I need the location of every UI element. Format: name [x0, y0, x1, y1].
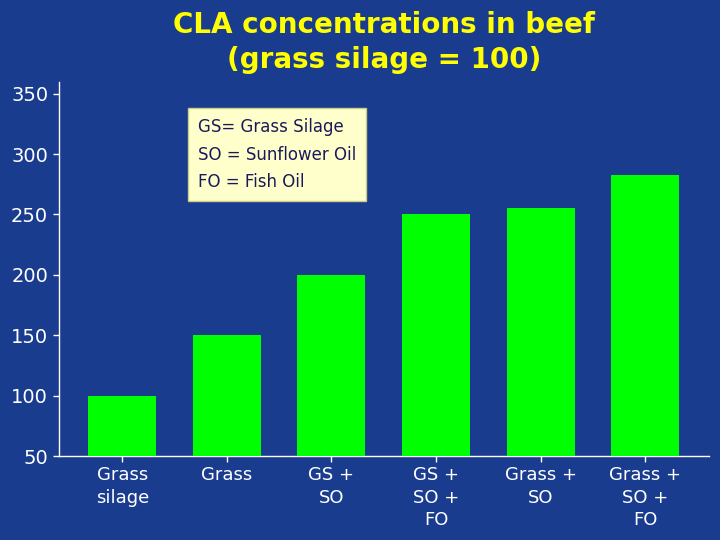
Bar [89, 396, 156, 456]
Bar [611, 174, 680, 456]
Bar [507, 208, 575, 456]
Title: CLA concentrations in beef
(grass silage = 100): CLA concentrations in beef (grass silage… [173, 11, 595, 74]
Bar [297, 275, 366, 456]
Text: GS= Grass Silage
SO = Sunflower Oil
FO = Fish Oil: GS= Grass Silage SO = Sunflower Oil FO =… [197, 118, 356, 192]
Bar [402, 214, 470, 456]
Bar [193, 335, 261, 456]
